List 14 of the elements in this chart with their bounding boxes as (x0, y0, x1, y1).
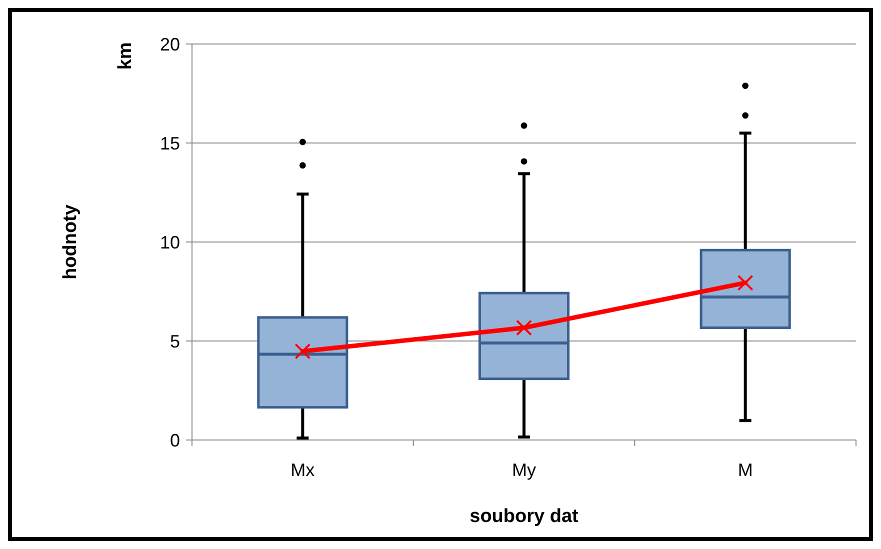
x-tick-label: My (512, 460, 536, 480)
y-tick-label: 10 (160, 232, 180, 252)
point (516, 320, 532, 336)
point (294, 343, 311, 360)
y-axis-title: hodnoty (60, 204, 81, 280)
point (737, 274, 754, 291)
text: km (115, 42, 136, 70)
x-axis-title: soubory dat (470, 506, 580, 527)
y-tick-label: 15 (160, 133, 180, 154)
y-tick-label: 5 (170, 331, 180, 352)
y-tick-label: 20 (160, 34, 180, 54)
x-tick-label: M (738, 460, 753, 480)
x-tick-label: Mx (290, 460, 315, 480)
y-tick-label: 0 (170, 430, 180, 450)
